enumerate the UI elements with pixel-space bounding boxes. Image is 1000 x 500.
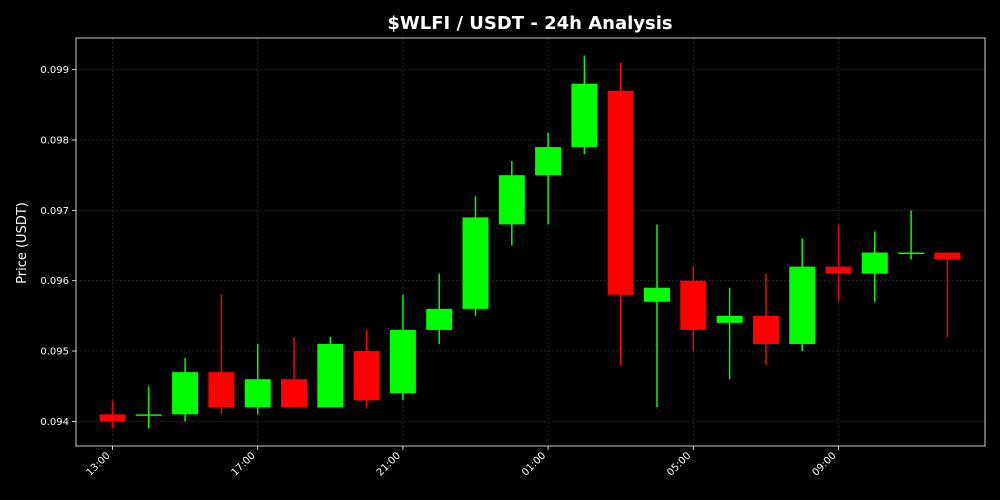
candle-body: [317, 344, 344, 408]
y-tick-label: 0.094: [40, 417, 69, 428]
candle-body: [172, 372, 199, 415]
candle-body: [789, 266, 816, 344]
candle: [135, 386, 162, 429]
candle: [208, 294, 235, 415]
candle-body: [934, 252, 961, 260]
candle: [244, 344, 271, 415]
candle: [281, 336, 307, 408]
candle-body: [281, 379, 307, 408]
y-tick-label: 0.095: [40, 347, 69, 358]
plot-frame: [75, 37, 986, 447]
candle-body: [825, 266, 852, 274]
candle: [426, 273, 453, 344]
candle: [317, 336, 344, 408]
candle: [498, 161, 525, 246]
candle-body: [680, 280, 707, 330]
candle-body: [462, 217, 489, 309]
y-tick-label: 0.099: [40, 65, 69, 76]
candle-body: [898, 252, 925, 255]
candle-body: [716, 315, 743, 323]
candle-body: [571, 83, 598, 148]
candle: [172, 358, 199, 422]
candle: [789, 238, 816, 352]
candle: [99, 400, 126, 429]
grid-layer: [76, 38, 985, 446]
candle-body: [426, 308, 453, 330]
candle: [898, 210, 925, 260]
candle-body: [353, 351, 380, 401]
candle: [644, 224, 670, 408]
y-tick-label: 0.098: [40, 136, 69, 147]
candle: [752, 273, 779, 366]
candles-layer: [99, 55, 961, 429]
candle-body: [535, 147, 562, 176]
y-tick-label: 0.097: [40, 206, 69, 217]
candle: [389, 294, 416, 401]
candle: [825, 224, 852, 302]
candle: [607, 62, 634, 366]
candle: [535, 132, 562, 225]
chart-title: $WLFI / USDT - 24h Analysis: [387, 13, 672, 34]
candle-body: [498, 175, 525, 225]
candle-body: [644, 287, 670, 302]
candle: [861, 231, 888, 302]
candle-body: [752, 315, 779, 344]
candle: [571, 55, 598, 155]
y-tick-label: 0.096: [40, 276, 69, 287]
y-axis-label: Price (USDT): [15, 202, 30, 284]
candle-body: [135, 414, 162, 416]
candle-body: [208, 372, 235, 408]
candle-body: [861, 252, 888, 274]
candle-body: [389, 329, 416, 394]
candle-body: [244, 379, 271, 408]
candle-body: [607, 90, 634, 295]
candle: [353, 329, 380, 408]
candle: [680, 266, 707, 352]
candle-body: [99, 414, 126, 422]
candle: [462, 196, 489, 316]
candle: [716, 287, 743, 380]
candle: [934, 252, 961, 337]
